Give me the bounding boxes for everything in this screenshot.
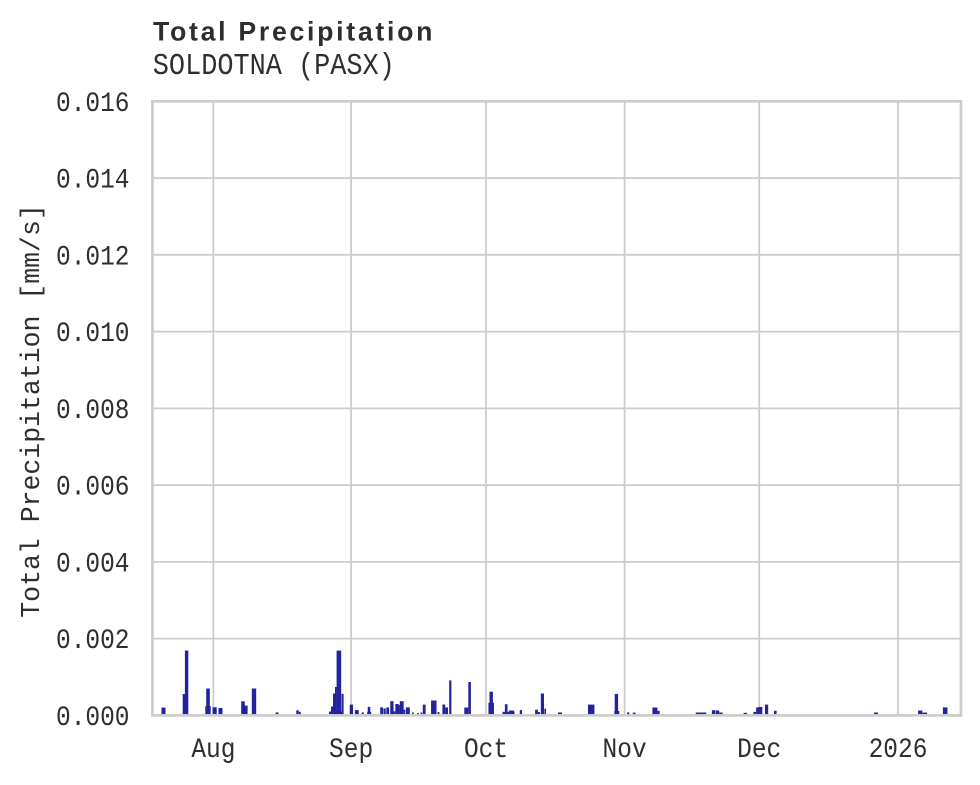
svg-text:0.006: 0.006 [56, 471, 129, 503]
svg-text:0.014: 0.014 [56, 164, 129, 196]
svg-text:0.016: 0.016 [56, 88, 129, 120]
svg-text:0.000: 0.000 [56, 702, 129, 734]
svg-text:SOLDOTNA (PASX): SOLDOTNA (PASX) [153, 48, 395, 83]
svg-text:0.008: 0.008 [56, 395, 129, 427]
svg-text:0.002: 0.002 [56, 625, 129, 657]
svg-text:Nov: Nov [603, 734, 647, 766]
svg-text:0.010: 0.010 [56, 318, 129, 350]
svg-text:Oct: Oct [464, 734, 508, 766]
svg-text:Total Precipitation [mm/s]: Total Precipitation [mm/s] [17, 204, 47, 617]
svg-text:0.012: 0.012 [56, 241, 129, 273]
svg-text:Total Precipitation: Total Precipitation [153, 17, 435, 47]
svg-text:0.004: 0.004 [56, 548, 129, 580]
svg-text:Aug: Aug [191, 734, 235, 766]
svg-text:Dec: Dec [737, 734, 781, 766]
svg-text:2026: 2026 [869, 734, 928, 766]
svg-text:Sep: Sep [329, 734, 373, 766]
